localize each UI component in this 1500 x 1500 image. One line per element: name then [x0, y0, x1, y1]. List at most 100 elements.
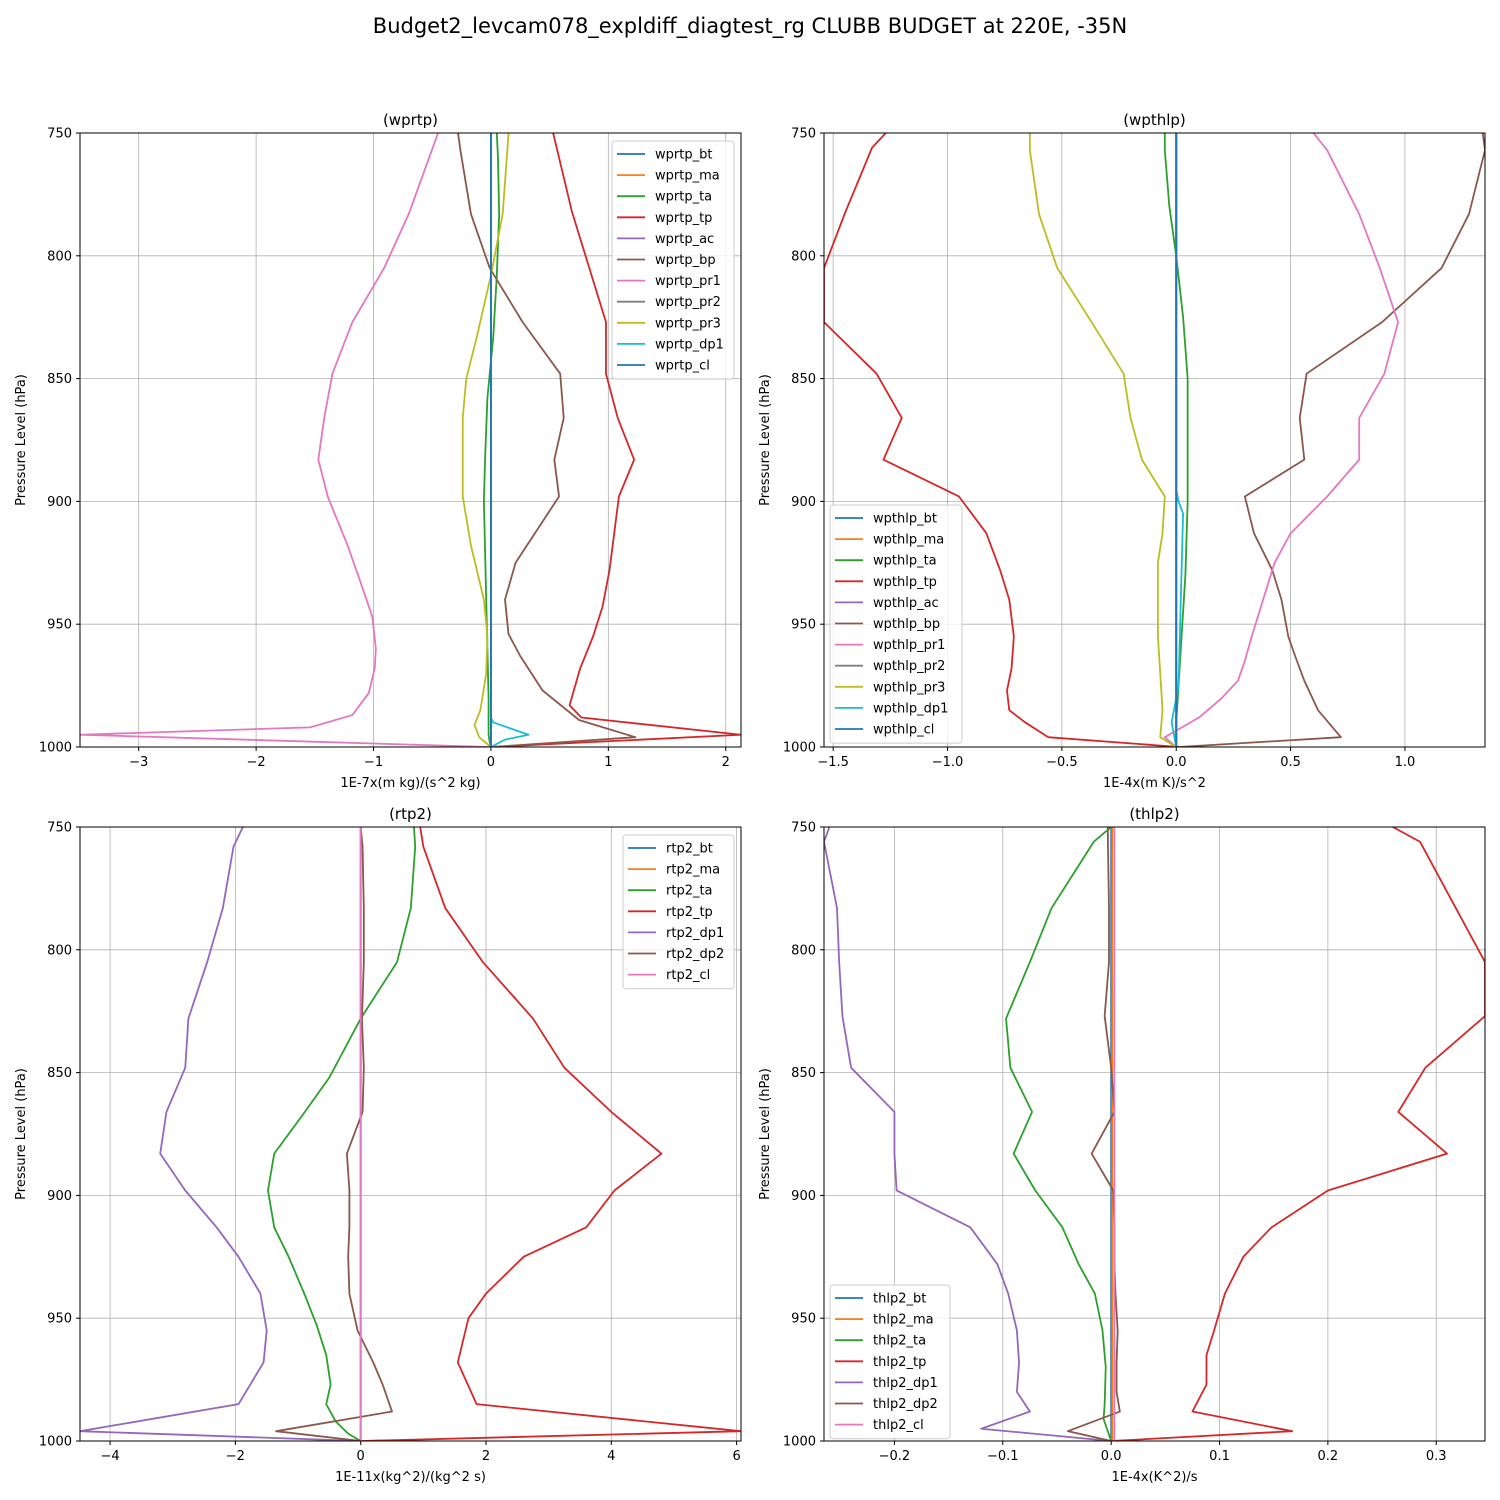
x-tick-label: 2 [482, 1449, 490, 1464]
legend-entry: rtp2_bt [666, 842, 713, 857]
legend-entry: wpthlp_ta [873, 554, 937, 569]
legend-entry: wprtp_bt [655, 148, 712, 163]
legend-entry: wpthlp_pr2 [873, 659, 945, 674]
x-axis-label: 1E-7x(m kg)/(s^2 kg) [340, 776, 480, 791]
series-line-wprtp_bp [457, 133, 637, 747]
legend-entry: wpthlp_bp [873, 617, 940, 632]
y-tick-label: 750 [47, 127, 72, 142]
x-tick-label: 0 [487, 755, 495, 770]
x-axis-label: 1E-4x(K^2)/s [1111, 1470, 1197, 1485]
y-tick-label: 850 [791, 372, 816, 387]
series-line-rtp2_dp2 [275, 827, 393, 1441]
chart-title: (rtp2) [389, 805, 432, 823]
legend-entry: wpthlp_bt [873, 512, 937, 527]
axes-frame [79, 132, 742, 748]
legend-entry: wprtp_pr2 [655, 295, 721, 310]
legend-entry: wprtp_ma [655, 169, 720, 184]
y-axis-label: Pressure Level (hPa) [14, 374, 29, 506]
series-line-thlp2_ta [1005, 827, 1113, 1441]
x-tick-label: 1 [604, 755, 612, 770]
y-tick-label: 850 [47, 1066, 72, 1081]
series-line-wpthlp_pr3 [1028, 133, 1177, 747]
x-tick-label: −0.2 [879, 1449, 911, 1464]
x-tick-label: 2 [722, 755, 730, 770]
legend-entry: rtp2_cl [666, 968, 710, 983]
y-tick-label: 800 [791, 943, 816, 958]
legend-entry: thlp2_ta [873, 1334, 926, 1349]
series-line-wpthlp_tp [824, 133, 1180, 747]
y-tick-label: 1000 [39, 741, 72, 756]
y-tick-label: 750 [47, 821, 72, 836]
legend-entry: wprtp_ac [655, 232, 714, 247]
x-tick-label: 4 [607, 1449, 615, 1464]
series-group [824, 827, 1485, 1441]
legend-entry: thlp2_ma [873, 1313, 934, 1328]
x-tick-label: −1.5 [817, 755, 849, 770]
y-tick-label: 900 [47, 495, 72, 510]
series-line-rtp2_tp [360, 827, 741, 1441]
y-tick-label: 800 [47, 943, 72, 958]
x-tick-label: 1.0 [1395, 755, 1416, 770]
x-tick-label: −0.5 [1046, 755, 1078, 770]
series-group [824, 133, 1485, 747]
legend-entry: thlp2_dp1 [873, 1376, 938, 1391]
legend-box [829, 1284, 951, 1440]
x-tick-label: 0.1 [1209, 1449, 1230, 1464]
x-tick-label: 0 [357, 1449, 365, 1464]
legend-entry: wpthlp_ma [873, 533, 944, 548]
x-tick-label: 0.2 [1318, 1449, 1339, 1464]
legend-entry: wprtp_pr3 [655, 316, 721, 331]
figure-title: Budget2_levcam078_expldiff_diagtest_rg C… [372, 14, 1128, 38]
x-axis-label: 1E-4x(m K)/s^2 [1103, 776, 1206, 791]
legend: rtp2_bt rtp2_ma rtp2_ta rtp2_tp rtp2_dp1 rtp2… [622, 834, 735, 990]
x-tick-label: −0.1 [987, 1449, 1019, 1464]
legend-entry: wpthlp_pr3 [873, 680, 945, 695]
legend-entry: wprtp_bp [655, 253, 716, 268]
x-tick-label: 6 [732, 1449, 740, 1464]
y-tick-label: 850 [791, 1066, 816, 1081]
chart-panel-4: −0.2 −0.1 0.0 0.1 0.2 0.3 750 800 850 900 950 1000 (… [758, 805, 1486, 1485]
legend-entry: thlp2_dp2 [873, 1397, 938, 1412]
series-line-thlp2_dp1 [824, 827, 1112, 1441]
y-tick-label: 800 [47, 249, 72, 264]
y-tick-label: 950 [47, 1312, 72, 1327]
legend-entry: wpthlp_cl [873, 723, 934, 738]
y-tick-label: 900 [791, 1189, 816, 1204]
y-tick-label: 800 [791, 249, 816, 264]
legend-entry: wpthlp_ac [873, 596, 939, 611]
series-group [80, 133, 741, 747]
legend-entry: wpthlp_pr1 [873, 638, 945, 653]
y-tick-label: 1000 [783, 741, 816, 756]
series-line-rtp2_ta [267, 827, 417, 1441]
legend-entry: wprtp_tp [655, 211, 712, 226]
series-line-wprtp_pr1 [80, 133, 491, 747]
y-tick-label: 750 [791, 821, 816, 836]
x-tick-label: −1.0 [932, 755, 964, 770]
chart-panel-2: −1.5 −1.0 −0.5 0.0 0.5 1.0 750 800 850 900 950 1000… [758, 111, 1486, 791]
x-tick-label: 0.3 [1426, 1449, 1447, 1464]
legend-entry: rtp2_ma [666, 863, 720, 878]
legend-entry: wpthlp_dp1 [873, 701, 948, 716]
chart-title: (wprtp) [383, 111, 438, 129]
y-tick-label: 950 [47, 618, 72, 633]
chart-panel-1: −3 −2 −1 0 1 2 750 800 850 900 950 1000 (wprtp) 1E-7x… [14, 111, 742, 791]
y-axis-label: Pressure Level (hPa) [758, 1068, 773, 1200]
series-line-thlp2_tp [1111, 827, 1485, 1441]
x-tick-label: 0.0 [1166, 755, 1187, 770]
legend-entry: wprtp_ta [655, 190, 712, 205]
x-tick-label: −4 [100, 1449, 119, 1464]
y-tick-label: 950 [791, 1312, 816, 1327]
series-line-rtp2_dp1 [80, 827, 361, 1441]
series-line-wprtp_ta [482, 133, 501, 747]
x-axis-label: 1E-11x(kg^2)/(kg^2 s) [335, 1470, 486, 1485]
legend-entry: wprtp_dp1 [655, 337, 724, 352]
legend-entry: wprtp_cl [655, 359, 710, 374]
y-tick-label: 900 [47, 1189, 72, 1204]
series-line-wprtp_tp [490, 133, 741, 747]
legend-entry: wpthlp_tp [873, 575, 937, 590]
legend-entry: rtp2_dp1 [666, 926, 724, 941]
axes-frame [79, 826, 742, 1442]
axes-frame [823, 132, 1486, 748]
series-line-wprtp_dp1 [490, 133, 530, 747]
